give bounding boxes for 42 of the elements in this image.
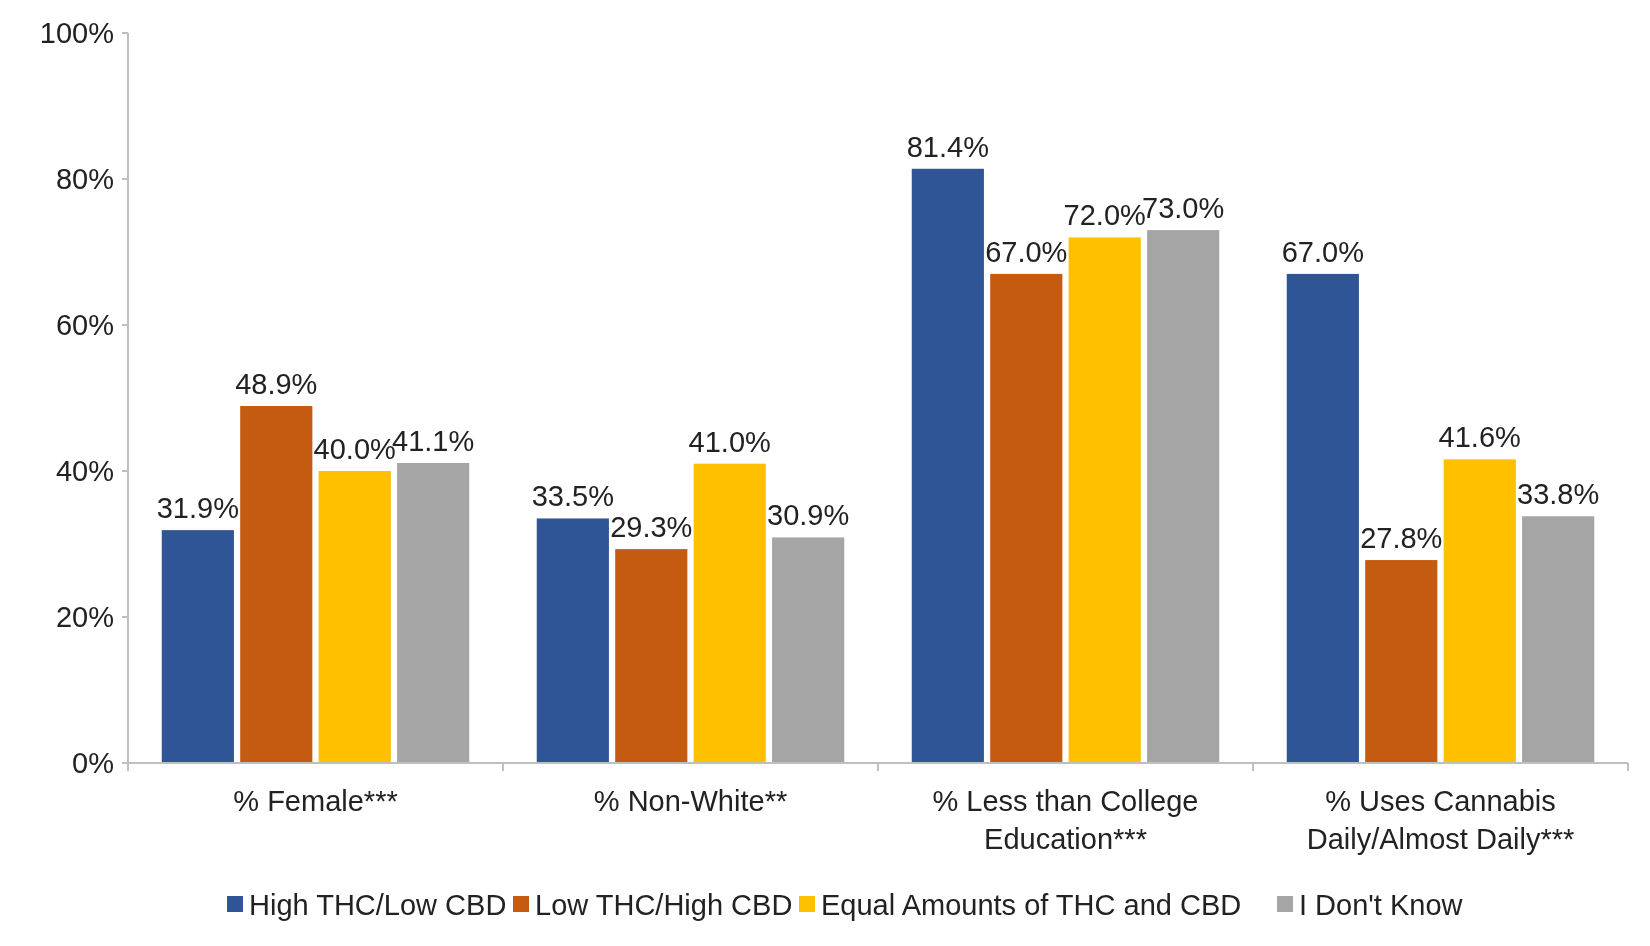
bar: [693, 463, 766, 763]
data-label: 48.9%: [235, 368, 318, 401]
y-tick-label: 0%: [72, 747, 114, 780]
data-label: 33.8%: [1517, 478, 1600, 511]
bar: [990, 273, 1063, 763]
data-label: 41.6%: [1438, 421, 1521, 454]
data-label: 31.9%: [156, 492, 239, 525]
bar: [1443, 459, 1516, 763]
data-label: 81.4%: [906, 130, 989, 163]
bar: [1522, 516, 1595, 763]
bar: [615, 549, 688, 763]
y-tick-label: 100%: [39, 17, 114, 50]
bar: [240, 406, 313, 763]
bar: [1068, 237, 1141, 763]
legend-label: High THC/Low CBD: [249, 889, 507, 922]
legend-label: I Don't Know: [1299, 889, 1464, 922]
bar: [161, 530, 234, 763]
bar: [911, 168, 984, 763]
x-tick-label: % Less than College Education***: [932, 785, 1199, 855]
bar: [318, 471, 391, 763]
y-tick-label: 20%: [55, 601, 114, 634]
y-tick-label: 40%: [55, 455, 114, 488]
data-label: 29.3%: [610, 511, 693, 544]
data-label: 27.8%: [1360, 522, 1443, 555]
data-label: 33.5%: [531, 480, 614, 513]
bar: [1286, 273, 1359, 763]
data-label: 67.0%: [1281, 235, 1364, 268]
x-tick-label: % Non-White**: [593, 785, 788, 817]
legend-label: Low THC/High CBD: [535, 889, 793, 922]
bar: [397, 462, 470, 763]
x-tick-label: % Female***: [233, 785, 398, 817]
bar: [1365, 560, 1438, 763]
bar: [536, 518, 609, 763]
data-label: 41.0%: [688, 425, 771, 458]
x-tick-label: % Uses Cannabis Daily/Almost Daily***: [1306, 785, 1575, 855]
legend-label: Equal Amounts of THC and CBD: [821, 889, 1242, 922]
bar: [772, 537, 845, 763]
data-label: 30.9%: [767, 499, 850, 532]
y-tick-label: 60%: [55, 309, 114, 342]
y-tick-label: 80%: [55, 163, 114, 196]
data-label: 67.0%: [985, 235, 1068, 268]
bar: [1147, 230, 1220, 763]
